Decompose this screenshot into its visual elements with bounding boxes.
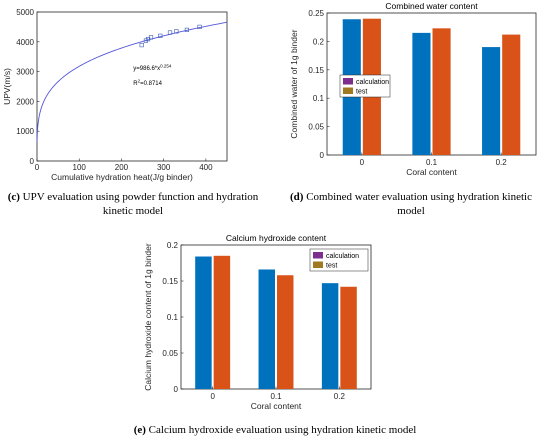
caption-d: (d) Combined water evaluation using hydr… [276, 190, 546, 218]
plot-e-bar-calculation [258, 269, 275, 389]
plot-c-point [148, 35, 154, 40]
plot-c-xtick-label: 200 [115, 163, 129, 172]
plot-c-fit-equation: y=986.6*x0.254 [133, 64, 172, 73]
plot-c-r-squared: R2=0.8714 [133, 79, 162, 88]
plot-c-ylabel: UPV(m/s) [2, 68, 12, 105]
plot-e-ytick-label: 0.1 [167, 313, 179, 322]
caption-d-letter: (d) [290, 191, 304, 203]
plot-e-ytick-label: 0.15 [162, 277, 178, 286]
caption-c-text: UPV evaluation using powder function and… [19, 191, 259, 217]
plot-c-point [143, 38, 149, 43]
plot-e-legend [309, 248, 369, 272]
plot-d-legend-swatch [343, 87, 353, 94]
plot-c-xtick-label: 400 [199, 163, 213, 172]
plot-e-xlabel: Coral content [251, 401, 302, 411]
plot-d-legend-label: calculation [356, 79, 389, 86]
plot-e-legend-label: calculation [326, 253, 359, 260]
plot-d-xtick-label: 0.2 [496, 158, 508, 167]
plot-c-xtick-label: 0 [35, 163, 40, 172]
plot-c-point [158, 33, 163, 38]
plot-e-xtick-label: 0.1 [270, 392, 282, 401]
plot-c-point [184, 27, 189, 32]
plot-d-legend-label: test [356, 89, 367, 96]
plot-d-xtick-label: 0 [360, 158, 365, 167]
plot-d-ytick-label: 0.15 [308, 66, 324, 75]
plot-e-legend-label: test [326, 263, 337, 270]
plot-e-bar-test [213, 255, 231, 389]
plot-e-ytick-label: 0.2 [167, 241, 179, 250]
plot-c-ytick-label: 2000 [16, 97, 34, 106]
plot-d-xtick-label: 0.1 [426, 158, 438, 167]
caption-c-letter: (c) [7, 191, 20, 203]
plot-e-ytick-label: 0.05 [162, 349, 178, 358]
caption-d-text: Combined water evaluation using hydratio… [303, 191, 532, 217]
plot-e-ytick-label: 0 [174, 385, 179, 394]
plot-c-frame [36, 11, 228, 162]
plot-d-title: Combined water content [385, 1, 478, 11]
plot-e-bar-calculation [321, 283, 339, 389]
plot-d-ytick-label: 0.25 [308, 9, 324, 18]
plot-e-xtick-label: 0 [210, 392, 215, 401]
plot-e-bar-test [340, 286, 357, 389]
caption-e: (e) Calcium hydroxide evaluation using h… [10, 423, 540, 437]
plot-c-point [197, 24, 202, 30]
plot-d-bar-calculation [482, 47, 501, 155]
plot-d-ytick-label: 0 [320, 151, 325, 160]
caption-c: (c) UPV evaluation using powder function… [4, 190, 262, 218]
plot-d-ylabel: Combined water of 1g binder [289, 29, 299, 138]
plot-c-ytick-label: 4000 [16, 38, 34, 47]
plot-d-ytick-label: 0.1 [313, 94, 325, 103]
plot-d-bar-test [502, 34, 521, 155]
plot-d-xlabel: Coral content [406, 167, 457, 177]
plot-c-ytick-label: 3000 [16, 68, 34, 77]
plot-c-point [167, 30, 173, 35]
plot-e-legend-swatch [313, 252, 323, 259]
caption-e-text: Calcium hydroxide evaluation using hydra… [145, 424, 417, 436]
plot-c-xtick-label: 300 [157, 163, 171, 172]
plot-c-xlabel: Cumulative hydration heat(J/g binder) [51, 172, 193, 182]
plot-e-legend-swatch [313, 261, 323, 268]
plot-e-xtick-label: 0.2 [334, 392, 346, 401]
plot-c-ytick-label: 1000 [16, 127, 34, 136]
plot-d-bar-test [432, 28, 451, 156]
plot-c-ytick-label: 5000 [16, 8, 34, 17]
plot-e-ylabel: Calcium hydroxide content of 1g binder [143, 243, 153, 391]
plot-e-bar-test [277, 275, 294, 389]
plot-e-title: Calcium hydroxide content [226, 233, 327, 243]
plot-c-point [139, 42, 144, 48]
plot-c-point [174, 29, 179, 34]
plot-c-ytick-label: 0 [30, 157, 35, 166]
plot-c-xtick-label: 100 [73, 163, 87, 172]
plot-e-bar-calculation [195, 256, 212, 389]
plot-d-ytick-label: 0.2 [313, 37, 325, 46]
caption-e-letter: (e) [133, 424, 146, 436]
plot-d-bar-calculation [412, 32, 431, 155]
plot-d-ytick-label: 0.05 [308, 123, 324, 132]
plot-d-legend-swatch [343, 78, 353, 85]
